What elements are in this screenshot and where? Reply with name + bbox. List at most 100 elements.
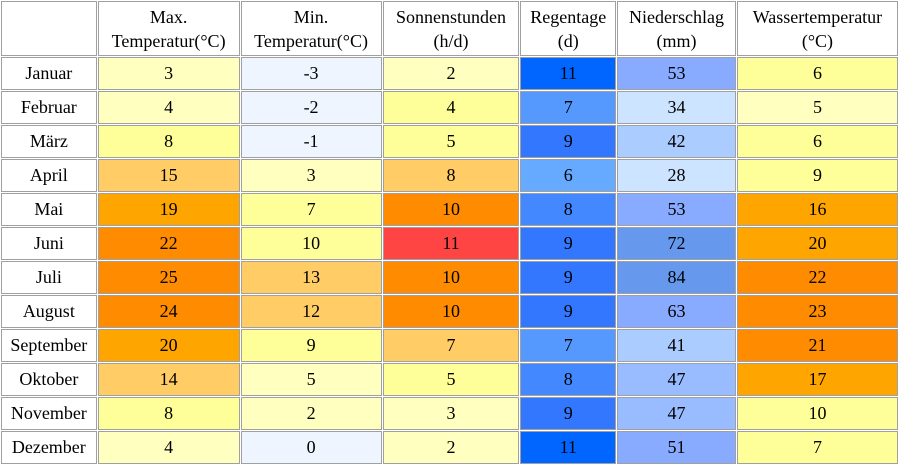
- value-cell: 8: [520, 363, 617, 396]
- value-cell: 2: [382, 57, 520, 90]
- value-cell: 10: [240, 227, 382, 260]
- value-cell: 3: [240, 159, 382, 192]
- value-cell: 63: [617, 295, 736, 328]
- header-line: (d): [557, 30, 579, 51]
- value-cell: 15: [97, 159, 240, 192]
- month-cell: November: [1, 397, 97, 430]
- value-cell: 7: [240, 193, 382, 226]
- table-row: Mai 19 7 10 8 53 16: [1, 193, 898, 226]
- value-cell: 4: [97, 91, 240, 124]
- value-cell: 23: [736, 295, 898, 328]
- value-cell: 16: [736, 193, 898, 226]
- value-cell: 4: [97, 431, 240, 464]
- value-cell: -2: [240, 91, 382, 124]
- value-cell: 42: [617, 125, 736, 158]
- header-line: Sonnenstunden: [395, 6, 506, 27]
- table-row: Juli 25 13 10 9 84 22: [1, 261, 898, 294]
- value-cell: 20: [736, 227, 898, 260]
- table-row: Januar 3 -3 2 11 53 6: [1, 57, 898, 90]
- month-cell: September: [1, 329, 97, 362]
- header-cell: Sonnenstunden (h/d): [382, 1, 520, 56]
- value-cell: 14: [97, 363, 240, 396]
- table-row: April 15 3 8 6 28 9: [1, 159, 898, 192]
- header-line: Regentage: [530, 6, 607, 27]
- table-row: August 24 12 10 9 63 23: [1, 295, 898, 328]
- value-cell: 8: [520, 193, 617, 226]
- corner-cell: [1, 1, 97, 56]
- value-cell: 11: [382, 227, 520, 260]
- month-cell: Februar: [1, 91, 97, 124]
- header-line: Temperatur(°C): [111, 30, 226, 51]
- month-cell: Oktober: [1, 363, 97, 396]
- value-cell: 11: [520, 431, 617, 464]
- value-cell: 41: [617, 329, 736, 362]
- value-cell: 22: [736, 261, 898, 294]
- value-cell: 3: [97, 57, 240, 90]
- value-cell: 4: [382, 91, 520, 124]
- value-cell: -1: [240, 125, 382, 158]
- value-cell: 34: [617, 91, 736, 124]
- value-cell: 53: [617, 57, 736, 90]
- value-cell: 6: [736, 57, 898, 90]
- value-cell: 0: [240, 431, 382, 464]
- month-cell: März: [1, 125, 97, 158]
- value-cell: 10: [382, 295, 520, 328]
- month-cell: Juli: [1, 261, 97, 294]
- month-cell: Januar: [1, 57, 97, 90]
- value-cell: 5: [240, 363, 382, 396]
- value-cell: 6: [520, 159, 617, 192]
- value-cell: 22: [97, 227, 240, 260]
- value-cell: 6: [736, 125, 898, 158]
- value-cell: 10: [382, 261, 520, 294]
- table-row: November 8 2 3 9 47 10: [1, 397, 898, 430]
- value-cell: 8: [97, 125, 240, 158]
- month-cell: August: [1, 295, 97, 328]
- value-cell: 10: [382, 193, 520, 226]
- header-cell: Regentage (d): [520, 1, 617, 56]
- table-row: September 20 9 7 7 41 21: [1, 329, 898, 362]
- value-cell: 25: [97, 261, 240, 294]
- value-cell: -3: [240, 57, 382, 90]
- header-cell: Niederschlag (mm): [617, 1, 736, 56]
- month-cell: Dezember: [1, 431, 97, 464]
- header-line: Max.: [149, 6, 188, 27]
- value-cell: 72: [617, 227, 736, 260]
- value-cell: 9: [520, 227, 617, 260]
- value-cell: 3: [382, 397, 520, 430]
- month-cell: April: [1, 159, 97, 192]
- value-cell: 9: [520, 295, 617, 328]
- value-cell: 5: [382, 125, 520, 158]
- table-row: Dezember 4 0 2 11 51 7: [1, 431, 898, 464]
- header-line: Niederschlag: [629, 6, 724, 27]
- value-cell: 8: [97, 397, 240, 430]
- header-cell: Wassertemperatur (°C): [736, 1, 898, 56]
- value-cell: 21: [736, 329, 898, 362]
- table-row: Juni 22 10 11 9 72 20: [1, 227, 898, 260]
- month-cell: Juni: [1, 227, 97, 260]
- value-cell: 19: [97, 193, 240, 226]
- table-row: Februar 4 -2 4 7 34 5: [1, 91, 898, 124]
- value-cell: 11: [520, 57, 617, 90]
- value-cell: 7: [520, 91, 617, 124]
- value-cell: 12: [240, 295, 382, 328]
- value-cell: 7: [520, 329, 617, 362]
- value-cell: 2: [240, 397, 382, 430]
- table-body: Januar 3 -3 2 11 53 6 Februar 4 -2 4 7 34 5 März 8 -1 5 9 4…: [1, 57, 898, 464]
- value-cell: 5: [736, 91, 898, 124]
- header-line: (h/d): [433, 30, 469, 51]
- value-cell: 9: [520, 125, 617, 158]
- value-cell: 9: [520, 261, 617, 294]
- header-line: Temperatur(°C): [254, 30, 368, 51]
- header-line: Wassertemperatur: [752, 6, 883, 27]
- value-cell: 51: [617, 431, 736, 464]
- value-cell: 9: [736, 159, 898, 192]
- value-cell: 84: [617, 261, 736, 294]
- header-line: (mm): [656, 30, 697, 51]
- header-line: (°C): [801, 30, 834, 51]
- header-cell: Min. Temperatur(°C): [240, 1, 382, 56]
- value-cell: 2: [382, 431, 520, 464]
- value-cell: 47: [617, 363, 736, 396]
- value-cell: 9: [240, 329, 382, 362]
